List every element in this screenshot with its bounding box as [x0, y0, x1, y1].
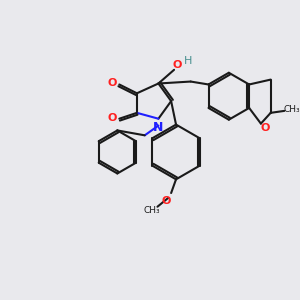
Text: O: O	[172, 60, 182, 70]
Text: O: O	[108, 77, 117, 88]
Text: O: O	[260, 122, 269, 133]
Text: H: H	[184, 56, 192, 66]
Text: O: O	[108, 113, 117, 123]
Text: CH₃: CH₃	[284, 105, 300, 114]
Text: CH₃: CH₃	[143, 206, 160, 215]
Text: N: N	[153, 121, 164, 134]
Text: O: O	[162, 196, 171, 206]
